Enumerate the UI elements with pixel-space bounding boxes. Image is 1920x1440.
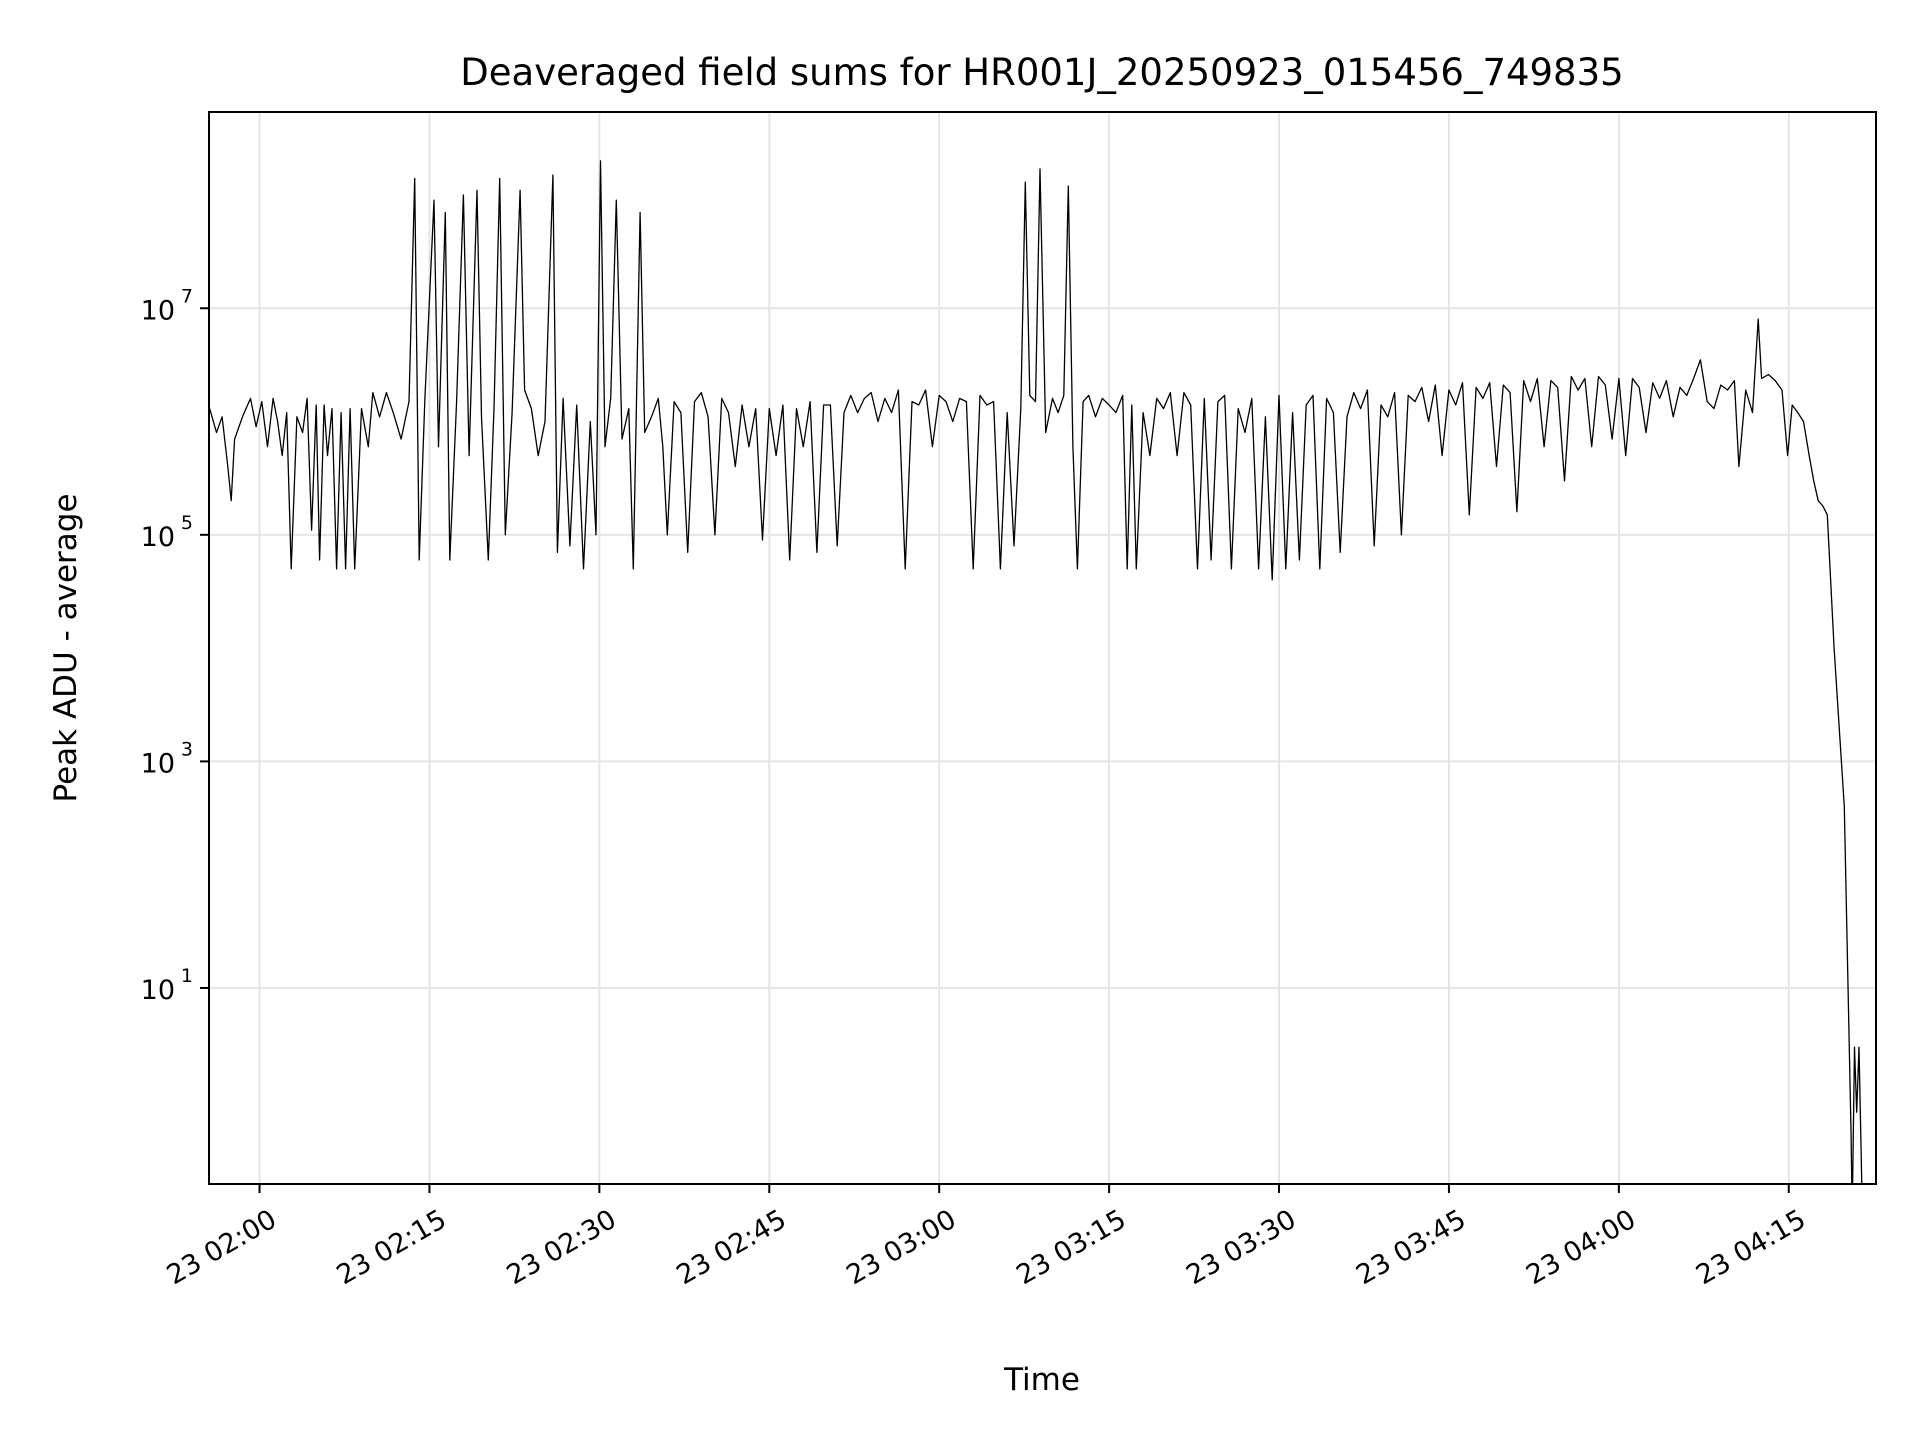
y-tick-label: 10 3 [141,738,193,779]
y-tick-exponent: 1 [181,965,193,987]
y-tick-base: 10 [141,975,175,1006]
y-tick-exponent: 7 [181,285,193,307]
y-axis-ticks: 10 1 10 3 10 5 10 7 [141,285,209,1006]
y-tick-base: 10 [141,295,175,326]
y-tick-base: 10 [141,522,175,553]
plot-frame [208,111,1877,1185]
y-tick-exponent: 3 [181,738,193,760]
x-axis-label: Time [1003,1362,1080,1398]
y-tick-label: 10 7 [141,285,193,326]
y-tick-exponent: 5 [181,512,193,534]
y-tick-base: 10 [141,748,175,779]
y-tick-label: 10 1 [141,965,193,1006]
series-group [209,160,1863,1184]
chart-title: Deaveraged field sums for HR001J_2025092… [460,51,1623,94]
y-axis-label: Peak ADU - average [48,493,84,802]
y-tick-label: 10 5 [141,512,193,553]
series-line [209,160,1863,1184]
